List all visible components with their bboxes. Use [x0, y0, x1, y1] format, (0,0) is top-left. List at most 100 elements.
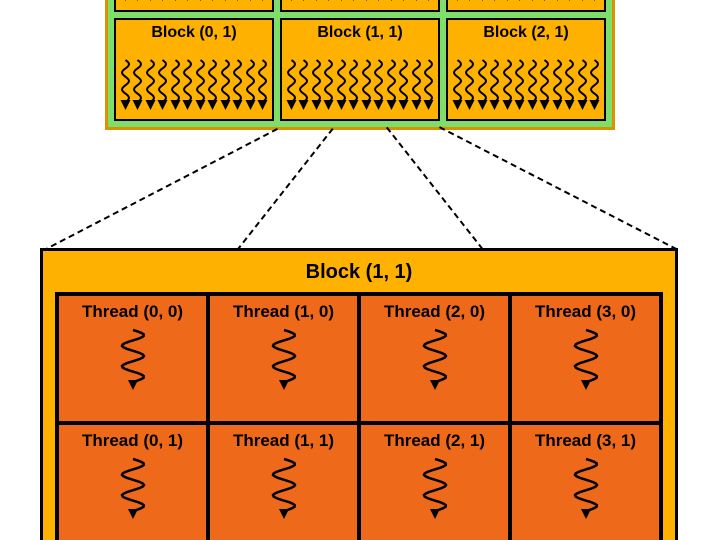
- squiggle-icon: [527, 58, 538, 117]
- squiggle-icon: [271, 457, 297, 526]
- squiggle-icon: [145, 58, 156, 117]
- squiggle-icon: [373, 58, 384, 117]
- squiggle-icon: [157, 0, 168, 8]
- squiggle-icon: [564, 0, 575, 8]
- zoom-connector: [439, 126, 677, 250]
- squiggle-icon: [170, 58, 181, 117]
- squiggle-icon: [207, 58, 218, 117]
- thread-icons: [452, 0, 600, 8]
- thread-cell: Thread (1, 1): [208, 423, 359, 540]
- squiggle-icon: [311, 0, 322, 8]
- grid-block: Block (0, 0): [114, 0, 274, 12]
- thread-icons: [286, 44, 434, 117]
- grid-block: Block (1, 0): [280, 0, 440, 12]
- squiggle-icon: [422, 328, 448, 397]
- thread-label: Thread (3, 1): [535, 431, 636, 451]
- squiggle-icon: [157, 58, 168, 117]
- squiggle-icon: [452, 58, 463, 117]
- squiggle-icon: [386, 58, 397, 117]
- squiggle-icon: [336, 58, 347, 117]
- squiggle-icon: [423, 0, 434, 8]
- squiggle-icon: [257, 58, 268, 117]
- thread-cell: Thread (2, 1): [359, 423, 510, 540]
- squiggle-icon: [298, 0, 309, 8]
- squiggle-icon: [120, 58, 131, 117]
- squiggle-icon: [195, 58, 206, 117]
- thread-label: Thread (3, 0): [535, 302, 636, 322]
- thread-label: Thread (0, 1): [82, 431, 183, 451]
- squiggle-icon: [323, 58, 334, 117]
- squiggle-icon: [464, 58, 475, 117]
- squiggle-icon: [348, 58, 359, 117]
- block-grid: Block (0, 0) Block (1, 0): [105, 0, 615, 130]
- squiggle-icon: [589, 58, 600, 117]
- block-label: Block (2, 1): [452, 24, 600, 42]
- squiggle-icon: [145, 0, 156, 8]
- thread-cell: Thread (0, 1): [57, 423, 208, 540]
- zoom-connector: [42, 128, 278, 252]
- thread-cell: Thread (0, 0): [57, 294, 208, 423]
- squiggle-icon: [398, 0, 409, 8]
- squiggle-icon: [232, 58, 243, 117]
- squiggle-icon: [502, 58, 513, 117]
- squiggle-icon: [502, 0, 513, 8]
- squiggle-icon: [361, 58, 372, 117]
- squiggle-icon: [477, 0, 488, 8]
- block-label: Block (0, 1): [120, 24, 268, 42]
- squiggle-icon: [564, 58, 575, 117]
- diagram-stage: Block (0, 0) Block (1, 0): [0, 0, 720, 540]
- thread-label: Thread (0, 0): [82, 302, 183, 322]
- block-label: Block (1, 1): [286, 24, 434, 42]
- squiggle-icon: [207, 0, 218, 8]
- squiggle-icon: [120, 0, 131, 8]
- zoom-connector: [236, 128, 334, 251]
- squiggle-icon: [489, 0, 500, 8]
- thread-label: Thread (2, 0): [384, 302, 485, 322]
- grid-block: Block (1, 1): [280, 18, 440, 121]
- squiggle-icon: [573, 328, 599, 397]
- squiggle-icon: [232, 0, 243, 8]
- squiggle-icon: [120, 457, 146, 526]
- squiggle-icon: [323, 0, 334, 8]
- squiggle-icon: [336, 0, 347, 8]
- thread-cell: Thread (3, 0): [510, 294, 661, 423]
- squiggle-icon: [464, 0, 475, 8]
- squiggle-icon: [573, 457, 599, 526]
- thread-label: Thread (1, 1): [233, 431, 334, 451]
- zoom-block-title: Block (1, 1): [55, 261, 663, 284]
- squiggle-icon: [245, 58, 256, 117]
- thread-icons: [286, 0, 434, 8]
- squiggle-icon: [286, 58, 297, 117]
- squiggle-icon: [411, 58, 422, 117]
- squiggle-icon: [552, 0, 563, 8]
- squiggle-icon: [452, 0, 463, 8]
- squiggle-icon: [361, 0, 372, 8]
- squiggle-icon: [170, 0, 181, 8]
- squiggle-icon: [220, 58, 231, 117]
- thread-icons: [120, 44, 268, 117]
- squiggle-icon: [298, 58, 309, 117]
- squiggle-icon: [386, 0, 397, 8]
- squiggle-icon: [182, 0, 193, 8]
- squiggle-icon: [245, 0, 256, 8]
- squiggle-icon: [311, 58, 322, 117]
- squiggle-icon: [132, 58, 143, 117]
- squiggle-icon: [286, 0, 297, 8]
- squiggle-icon: [589, 0, 600, 8]
- squiggle-icon: [373, 0, 384, 8]
- squiggle-icon: [411, 0, 422, 8]
- squiggle-icon: [477, 58, 488, 117]
- thread-grid: Thread (0, 0) Thread (1, 0) Thread (2, 0…: [55, 292, 663, 540]
- squiggle-icon: [552, 58, 563, 117]
- grid-block: Block (0, 1): [114, 18, 274, 121]
- squiggle-icon: [539, 0, 550, 8]
- squiggle-icon: [132, 0, 143, 8]
- squiggle-icon: [271, 328, 297, 397]
- thread-icons: [120, 0, 268, 8]
- zoom-block: Block (1, 1) Thread (0, 0) Thread (1, 0)…: [40, 248, 678, 540]
- squiggle-icon: [120, 328, 146, 397]
- squiggle-icon: [527, 0, 538, 8]
- grid-block: Block (2, 1): [446, 18, 606, 121]
- squiggle-icon: [195, 0, 206, 8]
- thread-icons: [452, 44, 600, 117]
